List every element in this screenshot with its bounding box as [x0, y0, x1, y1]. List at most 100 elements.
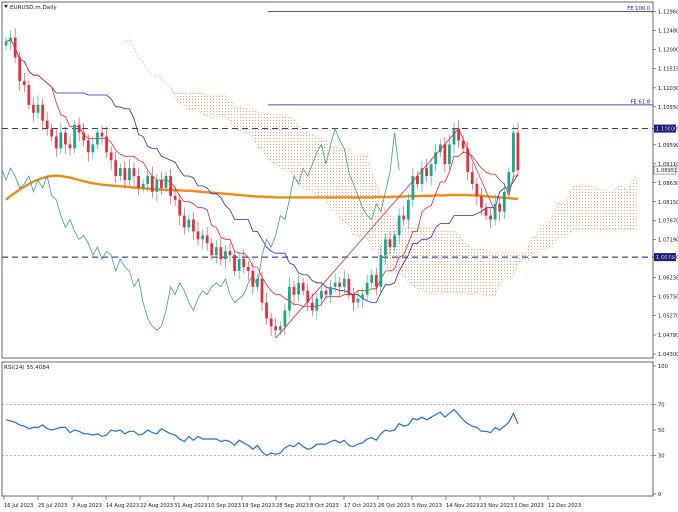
candle-body — [265, 302, 268, 319]
candle-body — [361, 294, 364, 299]
price-tick-label: 1.09110 — [658, 162, 678, 168]
cloud-segment — [568, 185, 573, 238]
candle-body — [288, 286, 291, 311]
cloud-segment — [536, 225, 541, 254]
cloud-segment — [417, 227, 422, 291]
candle-body — [484, 207, 488, 216]
candle-body — [429, 164, 433, 177]
time-axis: 16 Jul 2023 25 Jul 2023 3 Aug 2023 14 Aug 2… — [3, 496, 581, 509]
price-tick-label: 1.07190 — [658, 238, 678, 244]
candle-body — [292, 286, 296, 295]
cloud-segment — [284, 114, 290, 172]
candle-body — [452, 128, 456, 145]
candle-body — [374, 274, 378, 287]
cloud-segment — [504, 253, 509, 278]
candle-body — [196, 231, 200, 240]
cloud-segment — [248, 108, 253, 138]
candle-body — [178, 199, 182, 216]
candle-body — [146, 176, 150, 184]
cloud-segment — [257, 112, 262, 150]
candle-body — [461, 140, 465, 149]
candle-body — [466, 148, 470, 173]
time-tick-label: 10 Sep 2023 — [208, 503, 241, 509]
time-tick-label: 26 Oct 2023 — [378, 503, 410, 509]
cloud-segment — [367, 154, 372, 250]
cloud-segment — [572, 185, 578, 230]
level-tag-label: 1.06750 — [656, 255, 677, 261]
price-tick-label: 1.08630 — [658, 181, 678, 187]
candle-body — [64, 132, 67, 145]
candle-body — [434, 152, 438, 165]
cloud-segment — [408, 227, 413, 285]
candle-body — [438, 144, 442, 153]
cloud-segment — [614, 185, 619, 230]
cloud-segment — [508, 253, 514, 278]
level-tag-label: 1.10000 — [656, 127, 677, 133]
candle-body — [155, 180, 159, 192]
cloud-segment — [376, 183, 381, 259]
price-tick-label: 1.09590 — [658, 143, 678, 149]
cloud-segment — [198, 93, 203, 114]
candle-body — [274, 326, 278, 331]
price-tick-label: 1.12480 — [658, 29, 678, 35]
candle-body — [9, 37, 12, 42]
cloud-segment — [403, 227, 409, 282]
candle-body — [54, 136, 58, 149]
cloud-segment — [422, 227, 427, 291]
cloud-segment — [623, 185, 628, 230]
candle-body — [214, 247, 218, 256]
cloud-segment — [554, 202, 560, 242]
candle-body — [347, 278, 351, 295]
candle-body — [329, 286, 332, 295]
candle-body — [105, 136, 108, 153]
candle-body — [283, 310, 287, 327]
candle-body — [59, 132, 63, 149]
candle-body — [77, 124, 81, 133]
cloud-segment — [577, 183, 582, 230]
cloud-segment — [266, 112, 272, 163]
cloud-segment — [582, 183, 587, 230]
candle-body — [123, 168, 127, 180]
ichimoku-cloud — [124, 39, 638, 297]
cloud-segment — [294, 118, 299, 183]
rsi-tick-label: 100 — [658, 364, 668, 370]
level-label: FE 61.8 — [631, 99, 650, 105]
cloud-segment — [454, 231, 459, 294]
candle-body — [443, 144, 447, 165]
candle-body — [269, 318, 273, 327]
cloud-segment — [280, 114, 285, 170]
price-axis: 1.12960 1.12480 1.12000 1.11515 1.11030 1.105… — [653, 10, 678, 358]
candle-body — [210, 243, 214, 256]
candle-body — [205, 235, 209, 244]
candle-body — [393, 235, 396, 248]
price-tick-label: 1.11030 — [658, 86, 678, 92]
cloud-segment — [518, 253, 523, 265]
level-tag — [654, 124, 676, 133]
candle-body — [45, 120, 49, 129]
price-tick-label: 1.10000 — [658, 127, 678, 133]
cloud-segment — [467, 245, 473, 295]
cloud-segment — [252, 108, 258, 148]
candle-body — [306, 290, 310, 303]
candle-body — [489, 215, 492, 220]
cloud-segment — [545, 221, 550, 250]
candle-body — [164, 176, 168, 188]
horizontal-levels: FE 100.0 FE 61.8 1.10000 1.06750 — [2, 6, 677, 262]
candle-body — [333, 282, 337, 287]
price-tick-label: 1.05750 — [658, 295, 678, 301]
cloud-segment — [184, 93, 189, 110]
candle-body — [512, 132, 515, 173]
candle-body — [242, 259, 246, 267]
cloud-segment — [550, 210, 555, 248]
price-tick-label: 1.11515 — [658, 67, 678, 73]
cloud-segment — [230, 98, 235, 129]
cloud-segment — [211, 94, 217, 117]
candle-body — [420, 168, 424, 184]
cloud-segment — [207, 94, 212, 117]
cloud-segment — [458, 233, 464, 294]
candle-body — [50, 128, 54, 137]
level-label: FE 100.0 — [627, 6, 650, 12]
dropdown-triangle-icon[interactable] — [4, 5, 8, 8]
candle-body — [411, 176, 415, 200]
